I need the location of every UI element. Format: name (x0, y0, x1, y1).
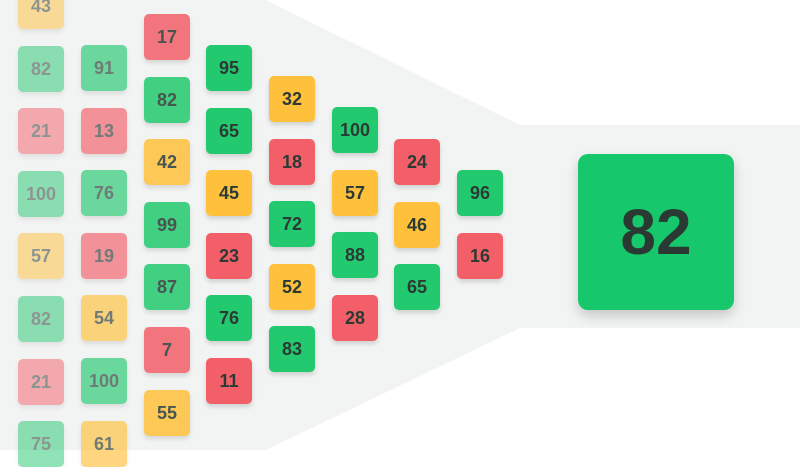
number-tile: 100 (332, 107, 378, 153)
number-tile: 19 (81, 233, 127, 279)
number-tile: 18 (269, 139, 315, 185)
number-tile: 72 (269, 201, 315, 247)
number-tile: 13 (81, 108, 127, 154)
number-tile: 45 (206, 170, 252, 216)
number-tile: 21 (18, 359, 64, 405)
number-tile: 91 (81, 45, 127, 91)
number-tile: 17 (144, 14, 190, 60)
number-tile: 52 (269, 264, 315, 310)
number-tile: 16 (457, 233, 503, 279)
number-tile: 61 (81, 421, 127, 467)
number-tile: 83 (269, 326, 315, 372)
number-tile: 24 (394, 139, 440, 185)
number-tile: 87 (144, 264, 190, 310)
result-tile: 82 (578, 154, 734, 310)
number-tile: 96 (457, 170, 503, 216)
number-tile: 42 (144, 139, 190, 185)
number-tile: 95 (206, 45, 252, 91)
number-tile-grid: 43 82 21 100 57 82 21 75 91 13 76 19 54 100 61 17 82 42 99… (18, 0, 503, 467)
number-tile: 75 (18, 421, 64, 467)
number-tile: 46 (394, 202, 440, 248)
number-tile: 28 (332, 295, 378, 341)
number-tile: 11 (206, 358, 252, 404)
number-tile: 55 (144, 390, 190, 436)
number-tile: 57 (332, 170, 378, 216)
number-tile: 65 (394, 264, 440, 310)
number-tile: 23 (206, 233, 252, 279)
number-tile: 21 (18, 108, 64, 154)
number-tile: 82 (18, 46, 64, 92)
number-tile: 88 (332, 232, 378, 278)
number-tile: 57 (18, 233, 64, 279)
number-tile: 65 (206, 108, 252, 154)
number-tile: 100 (18, 171, 64, 217)
number-tile: 82 (144, 77, 190, 123)
number-tile: 76 (81, 170, 127, 216)
number-tile: 32 (269, 76, 315, 122)
number-tile: 7 (144, 327, 190, 373)
number-tile: 99 (144, 202, 190, 248)
number-tile: 43 (18, 0, 64, 29)
number-tile: 54 (81, 295, 127, 341)
number-tile: 100 (81, 358, 127, 404)
number-tile: 76 (206, 295, 252, 341)
number-tile: 82 (18, 296, 64, 342)
